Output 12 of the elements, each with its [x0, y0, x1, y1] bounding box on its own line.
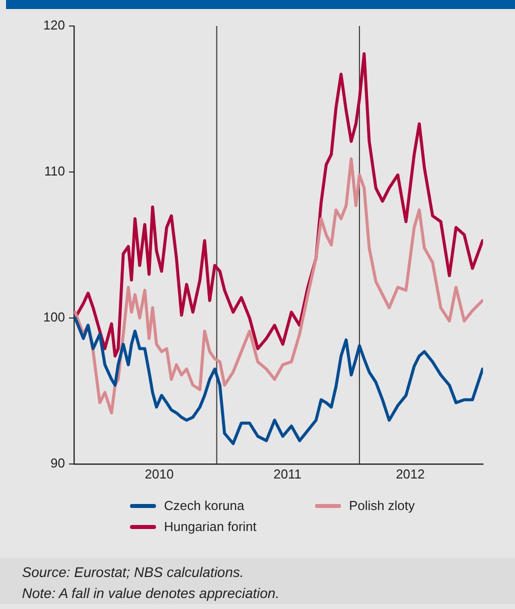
y-tick-label: 110 [44, 164, 65, 179]
legend-label: Polish zloty [349, 498, 415, 513]
x-tick-label: 2011 [274, 466, 302, 482]
y-tick-label: 100 [43, 310, 65, 325]
legend-label: Hungarian forint [164, 519, 256, 534]
y-tick-label: 90 [50, 456, 65, 471]
y-tick-label: 120 [43, 18, 65, 33]
x-tick-label: 2012 [396, 466, 425, 482]
source-note: Source: Eurostat; NBS calculations. [21, 563, 245, 582]
text: Note: A fall in value denotes appreciation. [21, 584, 280, 603]
legend-label: Czech koruna [164, 498, 244, 513]
x-tick-label: 2010 [144, 466, 174, 482]
